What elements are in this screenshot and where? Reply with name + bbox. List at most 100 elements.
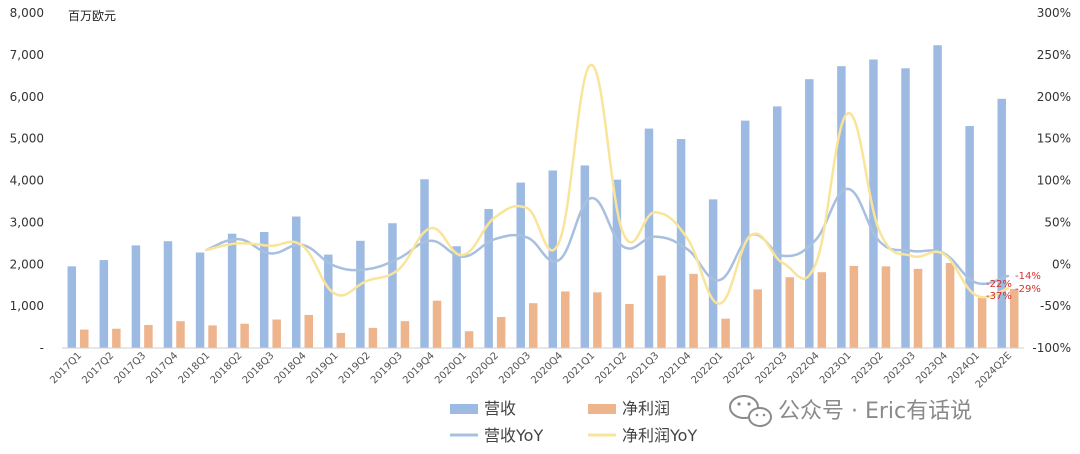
revenue-bar	[740, 120, 750, 349]
x-tick-label: 2017Q1	[48, 350, 84, 386]
revenue-yoy-line	[205, 187, 1010, 286]
x-tick-label: 2023Q2	[850, 350, 886, 386]
profit-bar	[528, 303, 538, 348]
x-tick-label: 2018Q3	[241, 350, 277, 386]
right-axis-tick-label: 200%	[1037, 90, 1071, 104]
x-tick-label: 2021Q4	[658, 350, 694, 386]
x-tick-label: 2022Q2	[722, 350, 758, 386]
revenue-bar	[676, 139, 686, 348]
revenue-bar	[933, 45, 942, 349]
right-axis-tick-label: 300%	[1037, 6, 1071, 20]
revenue-bar	[965, 126, 974, 348]
legend-swatch-profit	[588, 404, 616, 414]
profit-bar	[112, 328, 121, 348]
right-axis-tick-label: -50%	[1040, 299, 1071, 313]
profit-bar	[721, 318, 730, 348]
bar-series	[67, 45, 1019, 349]
revenue-bar	[420, 179, 429, 348]
x-tick-label: 2023Q1	[818, 350, 854, 386]
revenue-bar	[195, 252, 205, 348]
annotation-profit-yoy-est: -29%	[1015, 284, 1041, 295]
annotation-revenue-yoy-last: -22%	[986, 279, 1012, 290]
watermark: 公众号 · Eric有话说	[729, 395, 972, 427]
revenue-bar	[805, 79, 814, 348]
profit-bar	[496, 317, 506, 348]
profit-bar	[1009, 288, 1019, 348]
left-axis-tick-label: 4,000	[10, 174, 44, 188]
profit-bar	[753, 289, 762, 348]
revenue-bar	[131, 245, 141, 348]
line-series	[205, 63, 1010, 305]
revenue-bar	[516, 182, 525, 348]
legend-label-profit-yoy: 净利润YoY	[622, 426, 697, 445]
x-tick-label: 2020Q3	[497, 350, 533, 386]
profit-bar	[561, 291, 570, 348]
revenue-bar	[548, 170, 558, 348]
profit-bar	[817, 272, 827, 348]
x-tick-label: 2018Q1	[177, 350, 213, 386]
revenue-bar	[452, 246, 461, 348]
profit-bar	[176, 321, 185, 348]
wechat-icon	[729, 395, 772, 427]
profit-bar	[432, 300, 442, 348]
right-axis: -100% -50% 0% 50% 100% 150% 200% 250% 300%	[1032, 6, 1071, 355]
x-tick-label: 2018Q2	[209, 350, 245, 386]
right-axis-tick-label: -100%	[1032, 341, 1071, 355]
profit-bar	[272, 319, 281, 348]
revenue-bar	[292, 216, 301, 348]
x-tick-label: 2023Q3	[882, 350, 918, 386]
legend-label-revenue: 营收	[484, 399, 516, 418]
x-tick-label: 2022Q4	[786, 350, 822, 386]
profit-bar	[657, 275, 666, 348]
yoy-annotations: -22% -14% -37% -29%	[986, 271, 1041, 302]
legend: 营收 净利润 营收YoY 净利润YoY	[450, 399, 697, 445]
profit-yoy-line	[205, 63, 1010, 305]
revenue-bar	[484, 208, 493, 348]
legend-label-revenue-yoy: 营收YoY	[484, 426, 543, 445]
watermark-text: 公众号 · Eric有话说	[778, 399, 972, 424]
right-axis-tick-label: 0%	[1052, 257, 1071, 271]
profit-bar	[336, 332, 346, 348]
revenue-bar	[99, 260, 109, 348]
x-tick-label: 2017Q2	[80, 350, 116, 386]
profit-bar	[593, 292, 602, 348]
x-tick-label: 2023Q4	[914, 350, 950, 386]
unit-label: 百万欧元	[68, 9, 116, 23]
revenue-bar	[837, 66, 846, 349]
revenue-bar	[356, 240, 365, 348]
profit-bar	[400, 321, 410, 348]
profit-bar	[913, 268, 923, 348]
x-tick-label: 2019Q1	[305, 350, 341, 386]
profit-bar	[689, 273, 698, 348]
revenue-bar	[388, 223, 397, 348]
x-tick-label: 2017Q3	[112, 350, 148, 386]
legend-label-profit: 净利润	[622, 399, 670, 418]
left-axis-tick-label: -	[40, 341, 44, 355]
right-axis-tick-label: 250%	[1037, 48, 1071, 62]
profit-bar	[80, 329, 89, 348]
profit-bar	[785, 277, 794, 348]
revenue-bar	[773, 106, 782, 348]
x-tick-label: 2021Q2	[593, 350, 629, 386]
revenue-bar	[580, 165, 590, 348]
profit-bar	[304, 314, 313, 348]
x-tick-label: 2018Q4	[273, 350, 309, 386]
left-axis-tick-label: 5,000	[10, 132, 44, 146]
profit-bar	[368, 327, 378, 348]
revenue-bar	[259, 232, 269, 348]
revenue-bar	[163, 241, 173, 348]
x-tick-label: 2017Q4	[145, 350, 181, 386]
revenue-bar	[612, 179, 622, 348]
left-axis-tick-label: 7,000	[10, 48, 44, 62]
x-tick-label: 2022Q3	[754, 350, 790, 386]
x-tick-label: 2020Q4	[529, 350, 565, 386]
left-axis-tick-label: 6,000	[10, 90, 44, 104]
revenue-bar	[997, 98, 1006, 348]
annotation-revenue-yoy-est: -14%	[1015, 271, 1041, 282]
profit-bar	[464, 331, 474, 348]
x-tick-label: 2019Q2	[337, 350, 373, 386]
x-tick-label: 2019Q3	[369, 350, 405, 386]
left-axis-tick-label: 3,000	[10, 215, 44, 229]
